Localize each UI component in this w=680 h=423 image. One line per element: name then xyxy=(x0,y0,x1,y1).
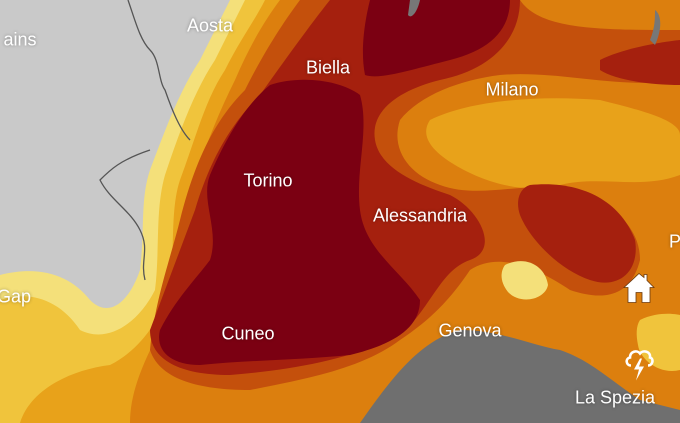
thunderstorm-icon[interactable] xyxy=(623,346,655,389)
home-icon[interactable] xyxy=(621,271,657,310)
city-label-biella: Biella xyxy=(305,57,351,78)
city-label-la-spezia: La Spezia xyxy=(574,387,656,408)
city-label-partial: P xyxy=(668,231,680,252)
city-label-milano: Milano xyxy=(485,79,539,100)
city-label-alessandria: Alessandria xyxy=(372,205,468,226)
city-label-aosta: Aosta xyxy=(186,15,234,36)
city-label-gap: Gap xyxy=(0,286,32,307)
city-label-torino: Torino xyxy=(243,170,293,191)
sea xyxy=(360,330,680,423)
border-line xyxy=(99,0,191,281)
city-label-genova: Genova xyxy=(438,320,502,341)
city-label-cuneo: Cuneo xyxy=(221,323,275,344)
city-label-ains: ains xyxy=(3,29,37,50)
